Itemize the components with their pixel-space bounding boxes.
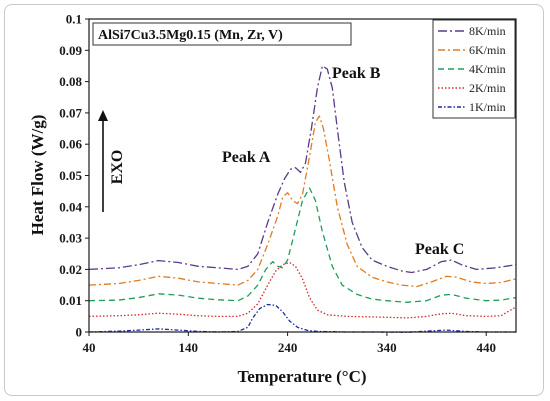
title-box [92, 22, 352, 46]
y-axis-label: Heat Flow (W/g) [28, 115, 47, 236]
peak-c-label: Peak C [415, 241, 464, 258]
y-tick-label: 0.03 [59, 231, 82, 246]
series-line-8kmin [88, 65, 517, 274]
peak-b-label: Peak B [332, 65, 381, 82]
y-tick-label: 0.09 [59, 43, 82, 58]
series-line-2kmin [88, 261, 517, 319]
x-tick-label: 40 [83, 340, 96, 355]
legend-label: 1K/min [469, 100, 506, 114]
x-tick-label: 240 [278, 340, 298, 355]
y-tick-label: 0.02 [59, 262, 82, 277]
legend-label: 2K/min [469, 81, 506, 95]
x-tick-label: 140 [179, 340, 199, 355]
series-line-4kmin [88, 187, 517, 303]
y-tick-label: 0.01 [59, 293, 82, 308]
y-tick-label: 0.06 [59, 137, 82, 152]
x-tick-label: 440 [476, 340, 496, 355]
plot-area [88, 18, 517, 333]
legend-label: 4K/min [469, 62, 506, 76]
legend-label: 6K/min [469, 43, 506, 57]
peak-a-label: Peak A [222, 149, 271, 166]
y-tick-label: 0.08 [59, 74, 82, 89]
series-line-1kmin [88, 303, 516, 333]
y-tick-label: 0.07 [59, 105, 82, 120]
legend: 8K/min 6K/min 4K/min 2K/min 1K/min [432, 19, 516, 119]
y-tick-label: 0.05 [59, 168, 82, 183]
legend-box [432, 19, 516, 119]
x-tick-label: 340 [377, 340, 397, 355]
x-axis-label: Temperature (°C) [237, 367, 366, 386]
exo-label: EXO [109, 150, 126, 185]
chart-title: AlSi7Cu3.5Mg0.15 (Mn, Zr, V) [98, 28, 283, 43]
legend-label: 8K/min [469, 24, 506, 38]
y-tick-label: 0.1 [66, 12, 82, 27]
exo-arrowhead [98, 110, 108, 121]
y-tick-label: 0.04 [59, 199, 82, 214]
series-line-6kmin [88, 115, 517, 288]
y-tick-label: 0 [76, 325, 83, 340]
